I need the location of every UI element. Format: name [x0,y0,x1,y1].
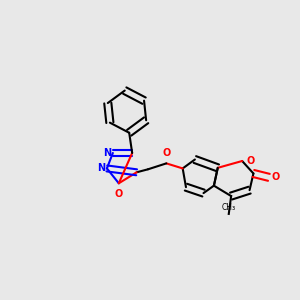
Text: O: O [272,172,280,182]
Text: O: O [162,148,170,158]
Text: CH₃: CH₃ [222,203,236,212]
Text: N: N [103,148,112,158]
Text: O: O [115,189,123,199]
Text: O: O [247,156,255,166]
Text: N: N [98,164,106,173]
